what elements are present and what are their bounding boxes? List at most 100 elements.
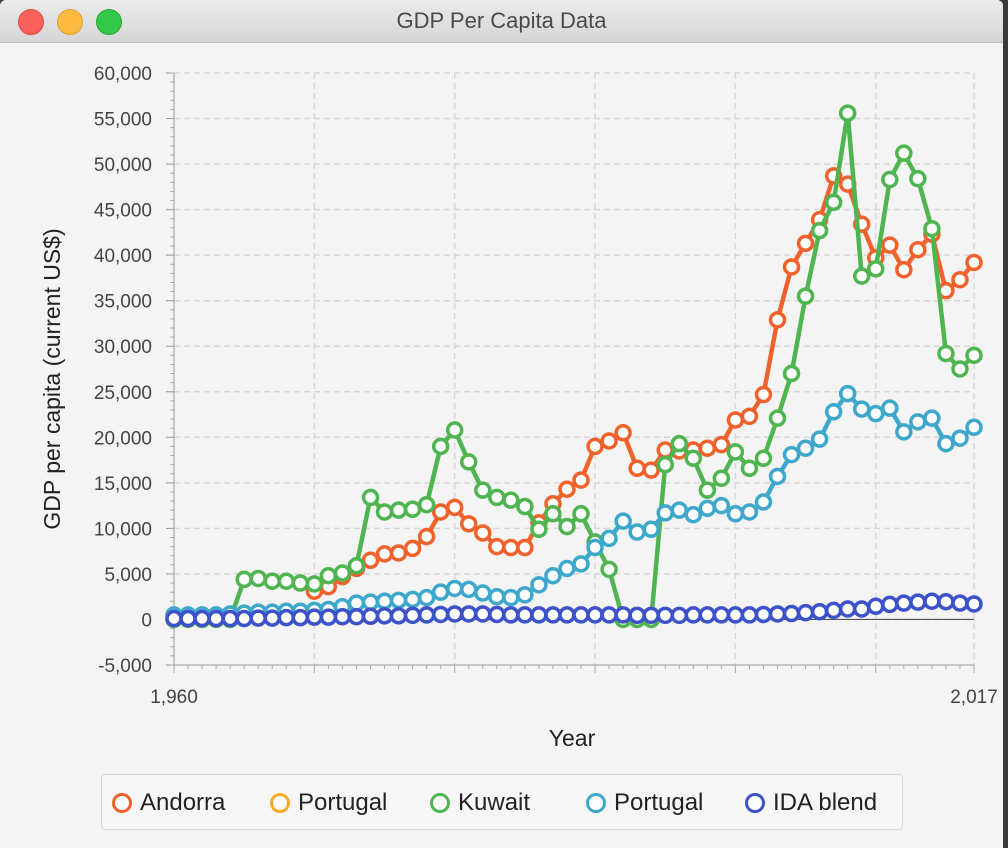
data-point-kuwait-2[interactable] bbox=[558, 517, 576, 536]
data-point-kuwait-2[interactable] bbox=[754, 449, 773, 468]
data-point-kuwait-2[interactable] bbox=[249, 569, 267, 588]
data-point-ida-blend-4[interactable] bbox=[249, 609, 267, 627]
data-point-andorra-0[interactable] bbox=[726, 411, 745, 429]
data-point-ida-blend-4[interactable] bbox=[965, 595, 983, 613]
data-point-kuwait-2[interactable] bbox=[375, 503, 394, 521]
data-point-andorra-0[interactable] bbox=[768, 311, 787, 329]
data-point-ida-blend-4[interactable] bbox=[572, 606, 590, 624]
data-point-kuwait-2[interactable] bbox=[277, 572, 296, 590]
data-point-portugal-3[interactable] bbox=[445, 579, 464, 598]
data-point-ida-blend-4[interactable] bbox=[333, 607, 352, 626]
legend-item[interactable]: IDA blend bbox=[745, 789, 877, 817]
data-point-kuwait-2[interactable] bbox=[291, 574, 310, 592]
data-point-ida-blend-4[interactable] bbox=[768, 605, 787, 623]
data-point-kuwait-2[interactable] bbox=[768, 409, 787, 427]
data-point-andorra-0[interactable] bbox=[642, 461, 660, 479]
data-point-ida-blend-4[interactable] bbox=[684, 606, 703, 624]
data-point-kuwait-2[interactable] bbox=[838, 104, 857, 122]
data-point-kuwait-2[interactable] bbox=[235, 570, 253, 589]
data-point-ida-blend-4[interactable] bbox=[502, 606, 520, 624]
data-point-kuwait-2[interactable] bbox=[319, 566, 338, 585]
data-point-portugal-3[interactable] bbox=[670, 501, 689, 519]
data-point-kuwait-2[interactable] bbox=[684, 449, 703, 468]
data-point-ida-blend-4[interactable] bbox=[895, 594, 913, 612]
data-point-ida-blend-4[interactable] bbox=[263, 609, 281, 627]
data-point-ida-blend-4[interactable] bbox=[221, 609, 239, 628]
data-point-kuwait-2[interactable] bbox=[698, 481, 717, 499]
data-point-andorra-0[interactable] bbox=[558, 480, 576, 498]
data-point-andorra-0[interactable] bbox=[712, 435, 731, 454]
data-point-andorra-0[interactable] bbox=[754, 385, 773, 404]
data-point-ida-blend-4[interactable] bbox=[193, 609, 211, 628]
data-point-portugal-3[interactable] bbox=[347, 594, 366, 612]
data-point-kuwait-2[interactable] bbox=[474, 481, 492, 499]
data-point-kuwait-2[interactable] bbox=[516, 497, 534, 516]
data-point-portugal-3[interactable] bbox=[768, 467, 787, 486]
data-point-portugal-3[interactable] bbox=[684, 505, 703, 524]
data-point-portugal-3[interactable] bbox=[600, 529, 618, 548]
data-point-andorra-0[interactable] bbox=[614, 424, 632, 442]
data-point-andorra-0[interactable] bbox=[389, 544, 408, 562]
data-point-kuwait-2[interactable] bbox=[544, 505, 562, 523]
data-point-portugal-3[interactable] bbox=[656, 504, 674, 522]
data-point-ida-blend-4[interactable] bbox=[445, 605, 464, 623]
data-point-ida-blend-4[interactable] bbox=[375, 607, 394, 625]
data-point-ida-blend-4[interactable] bbox=[544, 606, 562, 624]
data-point-kuwait-2[interactable] bbox=[824, 193, 843, 212]
data-point-ida-blend-4[interactable] bbox=[165, 609, 183, 628]
data-point-portugal-3[interactable] bbox=[642, 520, 660, 539]
data-point-portugal-3[interactable] bbox=[838, 384, 857, 403]
data-point-kuwait-2[interactable] bbox=[347, 556, 366, 575]
data-point-ida-blend-4[interactable] bbox=[530, 606, 548, 624]
data-point-andorra-0[interactable] bbox=[403, 539, 422, 558]
data-point-kuwait-2[interactable] bbox=[881, 170, 899, 189]
data-point-ida-blend-4[interactable] bbox=[923, 592, 941, 610]
data-point-ida-blend-4[interactable] bbox=[782, 604, 801, 623]
maximize-window-button[interactable] bbox=[96, 9, 122, 35]
data-point-andorra-0[interactable] bbox=[417, 527, 436, 546]
data-point-kuwait-2[interactable] bbox=[656, 455, 674, 474]
data-point-portugal-3[interactable] bbox=[389, 591, 408, 610]
data-point-kuwait-2[interactable] bbox=[867, 260, 885, 278]
data-point-ida-blend-4[interactable] bbox=[712, 606, 731, 624]
data-point-andorra-0[interactable] bbox=[586, 437, 604, 456]
data-point-portugal-3[interactable] bbox=[488, 587, 506, 606]
data-point-portugal-3[interactable] bbox=[951, 429, 969, 447]
data-point-andorra-0[interactable] bbox=[572, 471, 590, 489]
data-point-portugal-3[interactable] bbox=[516, 586, 534, 604]
data-point-ida-blend-4[interactable] bbox=[852, 600, 871, 618]
data-point-kuwait-2[interactable] bbox=[333, 564, 352, 582]
data-point-andorra-0[interactable] bbox=[474, 524, 492, 542]
data-point-portugal-3[interactable] bbox=[474, 584, 492, 602]
data-point-portugal-3[interactable] bbox=[698, 499, 717, 518]
data-point-andorra-0[interactable] bbox=[502, 538, 520, 557]
data-point-ida-blend-4[interactable] bbox=[558, 606, 576, 624]
data-point-andorra-0[interactable] bbox=[375, 545, 394, 563]
data-point-ida-blend-4[interactable] bbox=[951, 594, 969, 612]
data-point-andorra-0[interactable] bbox=[965, 253, 983, 272]
legend-item[interactable]: Portugal bbox=[586, 789, 703, 817]
data-point-kuwait-2[interactable] bbox=[937, 344, 955, 363]
data-point-ida-blend-4[interactable] bbox=[740, 606, 759, 624]
data-point-kuwait-2[interactable] bbox=[796, 287, 815, 305]
data-point-andorra-0[interactable] bbox=[909, 240, 927, 259]
data-point-andorra-0[interactable] bbox=[740, 407, 759, 426]
legend-item[interactable]: Andorra bbox=[112, 789, 225, 817]
data-point-portugal-3[interactable] bbox=[361, 593, 380, 611]
data-point-kuwait-2[interactable] bbox=[389, 501, 408, 519]
legend-item[interactable]: Portugal bbox=[270, 789, 387, 817]
data-point-kuwait-2[interactable] bbox=[502, 491, 520, 509]
data-point-andorra-0[interactable] bbox=[881, 236, 899, 254]
data-point-kuwait-2[interactable] bbox=[782, 364, 801, 383]
data-point-ida-blend-4[interactable] bbox=[347, 607, 366, 626]
minimize-window-button[interactable] bbox=[57, 9, 83, 35]
data-point-andorra-0[interactable] bbox=[782, 258, 801, 276]
data-point-portugal-3[interactable] bbox=[782, 445, 801, 464]
data-point-portugal-3[interactable] bbox=[895, 423, 913, 441]
data-point-ida-blend-4[interactable] bbox=[179, 609, 197, 628]
data-point-portugal-3[interactable] bbox=[796, 439, 815, 457]
data-point-portugal-3[interactable] bbox=[403, 590, 422, 609]
data-point-ida-blend-4[interactable] bbox=[726, 606, 745, 624]
data-point-andorra-0[interactable] bbox=[459, 515, 478, 533]
data-point-andorra-0[interactable] bbox=[796, 234, 815, 253]
